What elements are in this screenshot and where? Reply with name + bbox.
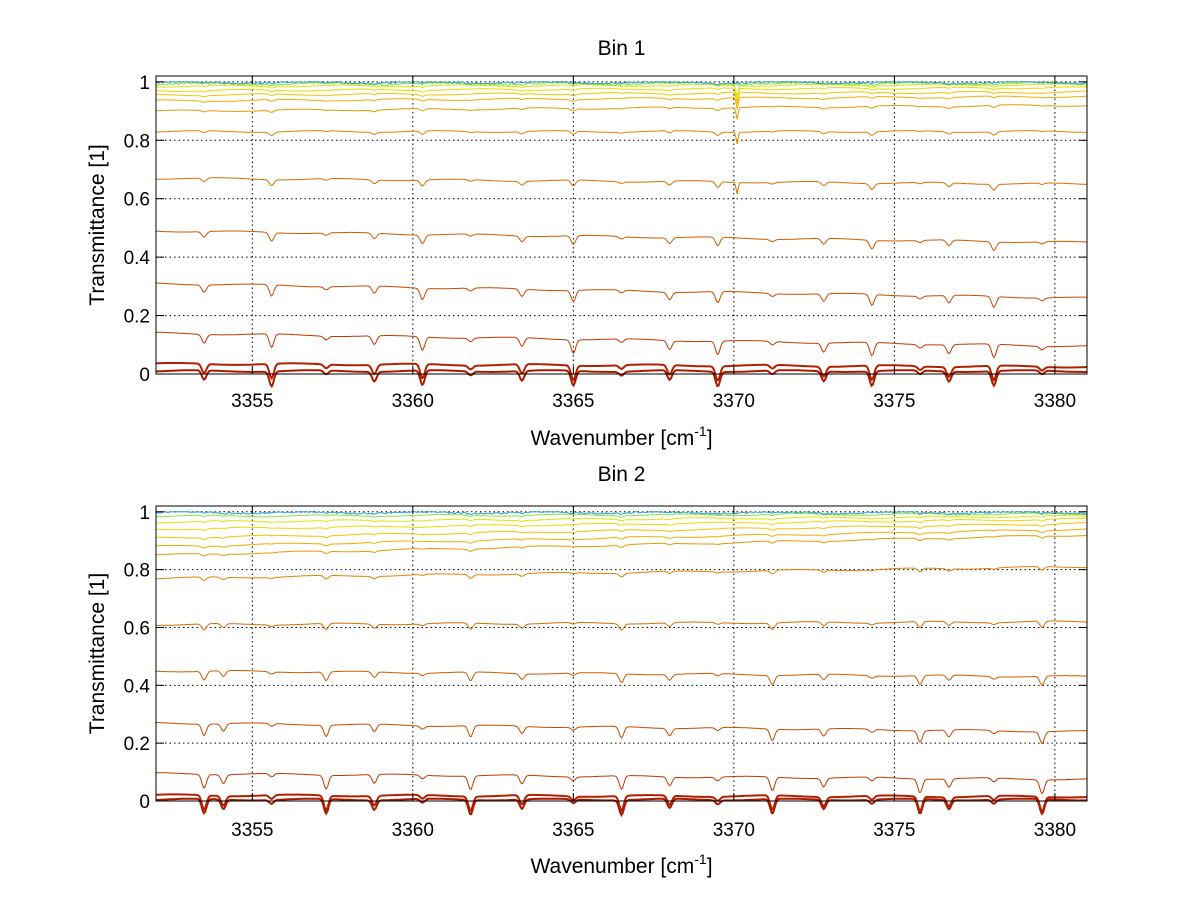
series-line bbox=[156, 95, 1088, 110]
x-tick-label: 3380 bbox=[1034, 820, 1076, 841]
series-line bbox=[155, 535, 1088, 557]
axes-box bbox=[155, 505, 1088, 802]
axes-box bbox=[155, 75, 1088, 375]
x-tick-label: 3355 bbox=[231, 820, 273, 841]
x-tick-label: 3355 bbox=[231, 391, 273, 412]
series-line bbox=[155, 793, 1088, 814]
y-tick-label: 0 bbox=[139, 792, 150, 813]
y-tick-label: 0.8 bbox=[124, 561, 150, 582]
y-tick-label: 0.6 bbox=[124, 190, 150, 211]
series-line bbox=[156, 331, 1087, 359]
series-line bbox=[155, 721, 1087, 745]
series-line bbox=[155, 81, 1088, 86]
chart-panel-2: 3355 3360 3365 3370 3375 3380 0 0.2 0.4 0.6 0.8 1 Bi… bbox=[86, 463, 1088, 878]
y-tick-label: 0.2 bbox=[124, 307, 150, 328]
x-tick-label: 3360 bbox=[392, 391, 434, 412]
x-tick-label: 3375 bbox=[873, 391, 915, 412]
x-axis-label: Wavenumber [cm-1] bbox=[530, 423, 712, 450]
series-line bbox=[156, 797, 1087, 818]
y-tick-label: 1 bbox=[139, 73, 150, 94]
series-line bbox=[156, 515, 1088, 524]
series-line bbox=[156, 772, 1088, 795]
series-line bbox=[155, 230, 1088, 252]
x-axis-label: Wavenumber [cm-1] bbox=[530, 851, 712, 878]
x-tick-label: 3365 bbox=[552, 391, 594, 412]
series-line bbox=[155, 670, 1088, 686]
y-tick-label: 0.6 bbox=[124, 618, 150, 639]
y-axis-label: Transmittance [1] bbox=[86, 144, 109, 305]
y-tick-label: 0.2 bbox=[124, 734, 150, 755]
x-tick-label: 3360 bbox=[392, 820, 434, 841]
series-line bbox=[155, 282, 1088, 309]
series-line bbox=[156, 104, 1087, 120]
series-line bbox=[155, 130, 1087, 145]
series-line bbox=[155, 369, 1088, 389]
y-tick-label: 1 bbox=[139, 503, 150, 524]
series-line bbox=[155, 512, 1087, 518]
chart-title: Bin 1 bbox=[598, 37, 646, 60]
series-line bbox=[155, 565, 1087, 582]
x-tick-label: 3375 bbox=[873, 820, 915, 841]
y-tick-label: 0.4 bbox=[124, 676, 151, 697]
chart-panel-1: 3355 3360 3365 3370 3375 3380 0 0.2 0.4 0.6 0.8 1 Bi… bbox=[86, 37, 1088, 450]
series-line bbox=[155, 511, 1088, 516]
series-line bbox=[156, 83, 1088, 98]
y-axis-label: Transmittance [1] bbox=[86, 573, 109, 734]
x-tick-label: 3370 bbox=[713, 820, 755, 841]
chart-title: Bin 2 bbox=[598, 463, 646, 486]
x-tick-label: 3370 bbox=[713, 391, 755, 412]
series-line bbox=[155, 90, 1087, 105]
x-tick-label: 3365 bbox=[552, 820, 594, 841]
y-tick-label: 0 bbox=[139, 365, 150, 386]
series-line bbox=[156, 620, 1088, 631]
y-tick-label: 0.4 bbox=[124, 248, 151, 269]
series-line bbox=[155, 86, 1087, 101]
series-line bbox=[155, 517, 1088, 531]
series-line bbox=[156, 177, 1088, 195]
series-line bbox=[156, 362, 1088, 383]
series-line bbox=[155, 522, 1088, 541]
y-tick-label: 0.8 bbox=[124, 131, 150, 152]
series-line bbox=[155, 528, 1088, 549]
x-tick-label: 3380 bbox=[1034, 391, 1076, 412]
